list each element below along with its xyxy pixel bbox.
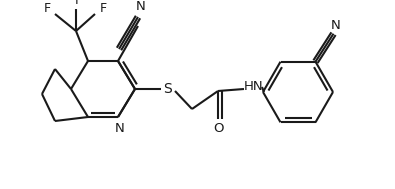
Text: F: F <box>74 0 81 8</box>
Text: HN: HN <box>244 80 264 92</box>
Text: S: S <box>164 82 172 96</box>
Text: O: O <box>214 122 224 136</box>
Text: F: F <box>100 2 107 15</box>
Text: N: N <box>331 19 340 32</box>
Text: N: N <box>115 122 125 135</box>
Text: F: F <box>43 2 51 15</box>
Text: N: N <box>136 1 146 13</box>
